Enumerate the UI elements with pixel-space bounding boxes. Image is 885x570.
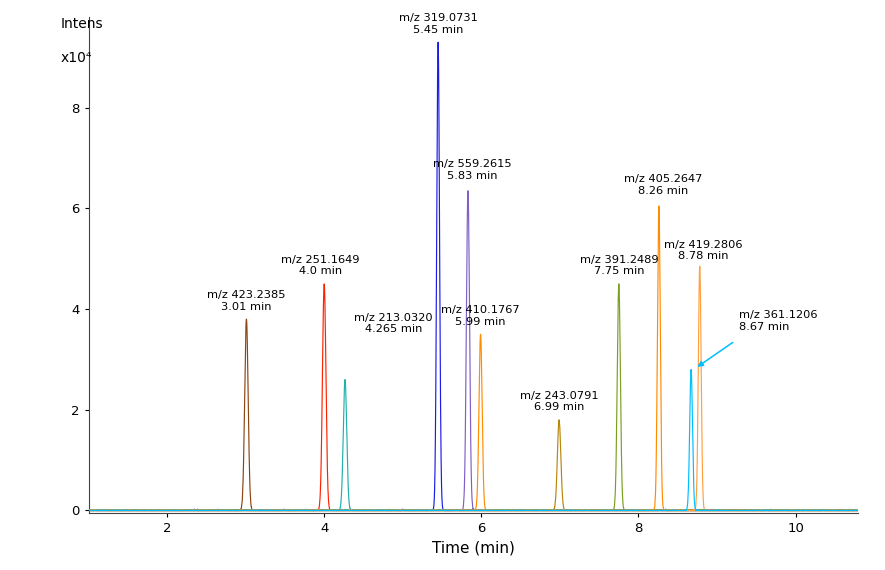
Text: m/z 319.0731
5.45 min: m/z 319.0731 5.45 min [398,13,478,35]
Text: m/z 559.2615
5.83 min: m/z 559.2615 5.83 min [433,159,512,181]
Text: m/z 391.2489
7.75 min: m/z 391.2489 7.75 min [580,255,658,276]
Text: m/z 405.2647
8.26 min: m/z 405.2647 8.26 min [624,174,702,196]
Text: m/z 251.1649
4.0 min: m/z 251.1649 4.0 min [281,255,359,276]
Text: m/z 419.2806
8.78 min: m/z 419.2806 8.78 min [665,239,743,261]
Text: m/z 410.1767
5.99 min: m/z 410.1767 5.99 min [442,305,519,327]
Text: x10⁴: x10⁴ [60,51,92,66]
Text: Intens: Intens [60,17,103,31]
X-axis label: Time (min): Time (min) [432,540,515,556]
Text: m/z 243.0791
6.99 min: m/z 243.0791 6.99 min [519,390,598,412]
Text: m/z 213.0320
4.265 min: m/z 213.0320 4.265 min [355,313,433,334]
Text: m/z 361.1206
8.67 min: m/z 361.1206 8.67 min [739,310,818,332]
Text: m/z 423.2385
3.01 min: m/z 423.2385 3.01 min [207,290,286,312]
